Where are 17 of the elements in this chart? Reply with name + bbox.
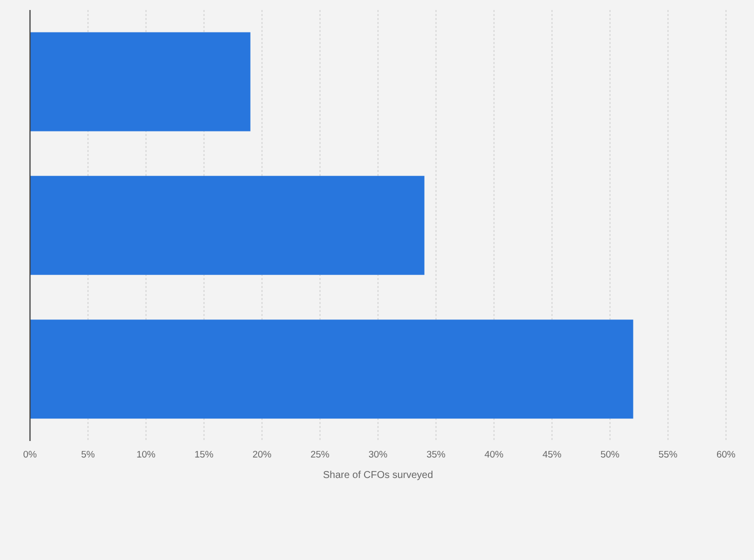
bar [30, 176, 424, 275]
x-axis-title: Share of CFOs surveyed [322, 470, 434, 481]
x-tick-label: 55% [658, 450, 678, 461]
x-tick-label: 60% [716, 450, 736, 461]
x-tick-label: 45% [542, 450, 562, 461]
x-tick-label: 10% [136, 450, 156, 461]
x-tick-label: 15% [194, 450, 214, 461]
x-tick-label: 35% [426, 450, 446, 461]
x-tick-label: 30% [368, 450, 388, 461]
bar [30, 32, 250, 132]
x-tick-label: 40% [484, 450, 504, 461]
bar [30, 320, 634, 419]
x-tick-label: 20% [252, 450, 272, 461]
x-tick-label: 0% [23, 450, 38, 461]
x-tick-label: 50% [600, 450, 620, 461]
x-tick-label: 5% [81, 450, 96, 461]
x-tick-label: 25% [310, 450, 330, 461]
